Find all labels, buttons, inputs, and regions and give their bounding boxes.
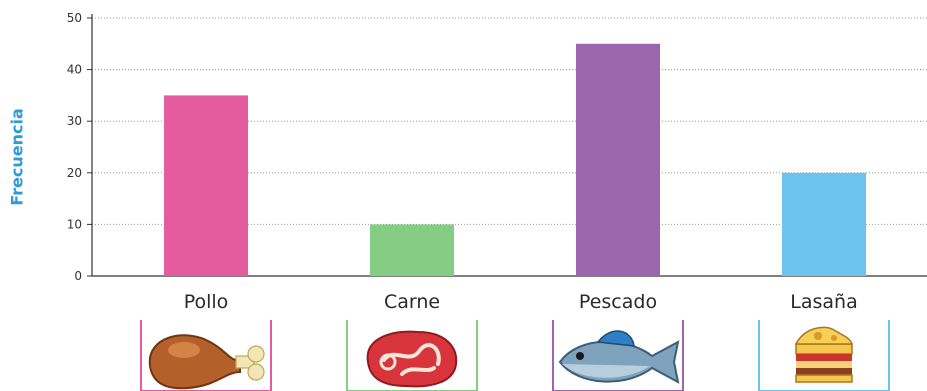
y-tick-label: 40 <box>67 63 82 77</box>
bar-carne <box>370 224 454 276</box>
chicken-leg-icon <box>140 320 272 391</box>
y-tick-label: 50 <box>67 11 82 25</box>
bar-lasaña <box>782 172 866 276</box>
steak-icon <box>346 320 478 391</box>
x-tick-label: Lasaña <box>790 291 857 313</box>
y-tick-label: 10 <box>67 217 82 231</box>
y-tick-label: 30 <box>67 114 82 128</box>
bar-pescado <box>576 43 660 276</box>
y-tick-label: 0 <box>74 269 82 283</box>
y-tick-label: 20 <box>67 166 82 180</box>
lasagna-icon <box>758 320 890 391</box>
x-tick-label: Pollo <box>184 291 229 313</box>
bar-pollo <box>164 95 248 277</box>
x-tick-label: Carne <box>384 291 440 313</box>
x-tick-label: Pescado <box>579 291 657 313</box>
fish-icon <box>552 320 684 391</box>
